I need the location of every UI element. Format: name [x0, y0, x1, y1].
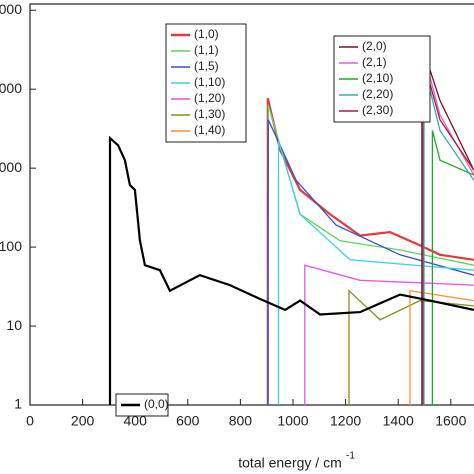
y-tick-label: 100	[0, 238, 22, 254]
legend-label: (1,10)	[194, 75, 225, 89]
x-tick-label: 0	[26, 413, 34, 429]
legend-label: (0,0)	[144, 397, 169, 411]
y-tick-label: 1000	[0, 159, 22, 175]
series-line	[422, 57, 474, 405]
legend-box	[115, 393, 169, 417]
legend-label: (2,30)	[362, 103, 393, 117]
series-line	[423, 65, 474, 405]
x-tick-label: 200	[71, 413, 95, 429]
x-tick-label: 600	[176, 413, 200, 429]
legend-label: (1,5)	[194, 59, 219, 73]
legend-label: (1,1)	[194, 43, 219, 57]
legend-label: (2,10)	[362, 71, 393, 85]
legend-label: (2,0)	[362, 39, 387, 53]
series-line	[277, 140, 474, 405]
y-tick-label: 1	[14, 396, 22, 412]
series-line	[422, 51, 474, 405]
legend: (1,0) (1,1) (1,5) (1,10) (1,20) (1,30) (1,40)	[165, 23, 247, 143]
legend: (2,0) (2,1) (2,10) (2,20) (2,30)	[333, 35, 431, 123]
x-axis-label-sup: -1	[346, 451, 355, 462]
x-tick-label: 400	[124, 413, 148, 429]
x-tick-label: 1200	[330, 413, 361, 429]
x-tick-label: 1000	[277, 413, 308, 429]
series-line	[421, 45, 474, 405]
series-line	[409, 289, 474, 405]
x-tick-label: 1400	[383, 413, 414, 429]
series-line	[431, 130, 474, 405]
legend-label: (1,20)	[194, 91, 225, 105]
series-line	[266, 97, 474, 405]
legend: (0,0)	[115, 393, 169, 417]
x-tick-label: 800	[229, 413, 253, 429]
series-line	[108, 135, 474, 405]
x-axis-label: total energy / cm	[238, 455, 342, 471]
legend-label: (2,1)	[362, 55, 387, 69]
legend-label: (1,30)	[194, 107, 225, 121]
legend-label: (2,20)	[362, 87, 393, 101]
series-line	[267, 119, 474, 406]
x-tick-label: 1600	[435, 413, 466, 429]
legend-label: (1,0)	[194, 27, 219, 41]
legend-label: (1,40)	[194, 123, 225, 137]
series-line	[304, 264, 474, 405]
plot-frame	[29, 3, 474, 406]
y-tick-label: 10	[6, 317, 22, 333]
